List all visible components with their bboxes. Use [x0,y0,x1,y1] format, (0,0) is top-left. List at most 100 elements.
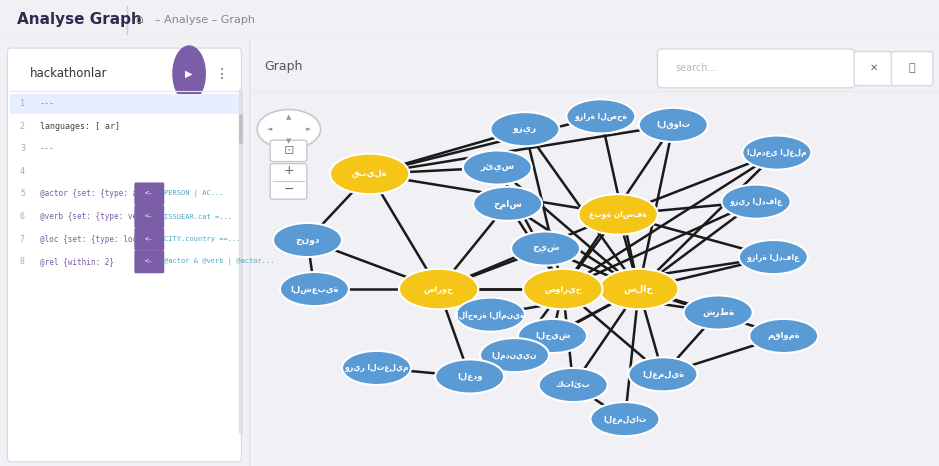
Ellipse shape [684,295,753,329]
Text: صاروخ: صاروخ [423,285,454,294]
Ellipse shape [578,194,657,235]
Text: العملية: العملية [642,370,684,379]
Text: <-: <- [145,236,154,242]
Text: – Analyse – Graph: – Analyse – Graph [155,15,254,25]
Ellipse shape [591,402,659,436]
Ellipse shape [739,240,808,274]
Ellipse shape [435,359,504,393]
Text: ▶: ▶ [185,69,192,79]
Text: ---: --- [39,99,54,108]
Ellipse shape [480,338,549,372]
Text: ISSUEAR.cat =...: ISSUEAR.cat =... [164,213,232,219]
Text: ⌂: ⌂ [135,14,143,26]
Text: Graph: Graph [264,60,302,73]
Text: صواريخ: صواريخ [544,285,581,294]
Ellipse shape [599,269,679,309]
Text: العدو: العدو [457,372,483,381]
Ellipse shape [539,368,608,402]
Text: ▼: ▼ [286,138,291,144]
Text: <-: <- [145,259,154,265]
Text: وزير التعليم: وزير التعليم [345,363,408,372]
Text: 6: 6 [20,212,25,221]
Text: ▲: ▲ [286,114,291,120]
Ellipse shape [721,185,791,219]
Text: سلاح: سلاح [623,284,654,294]
FancyBboxPatch shape [8,48,241,462]
Text: وزارة الصحة: وزارة الصحة [575,112,627,121]
Text: @actor & @verb | @actor...: @actor & @verb | @actor... [164,258,275,265]
Text: قبيلة: قبيلة [352,170,388,178]
Text: 7: 7 [20,235,25,244]
Ellipse shape [566,99,636,133]
FancyBboxPatch shape [134,228,164,251]
Circle shape [257,110,320,149]
FancyBboxPatch shape [134,205,164,228]
FancyBboxPatch shape [270,140,307,162]
Text: languages: [ ar]: languages: [ ar] [39,122,120,130]
Ellipse shape [399,269,478,309]
Text: hackathonlar: hackathonlar [30,67,107,80]
FancyBboxPatch shape [854,52,893,86]
FancyBboxPatch shape [134,250,164,273]
Circle shape [173,46,206,102]
Text: ⊡: ⊡ [284,144,294,158]
Text: ◄: ◄ [267,126,272,132]
Text: −: − [284,183,294,196]
Text: حماس: حماس [493,199,522,209]
Ellipse shape [639,108,708,142]
Text: PERSON | AC...: PERSON | AC... [164,191,223,198]
Text: وزارة الدفاع: وزارة الدفاع [747,253,800,261]
Ellipse shape [473,187,542,221]
Text: 2: 2 [20,122,25,130]
Text: Analyse Graph: Analyse Graph [17,12,142,27]
Text: عبوة ناسفة: عبوة ناسفة [589,210,647,219]
FancyBboxPatch shape [10,94,239,114]
Text: شرطة: شرطة [702,308,734,317]
Ellipse shape [749,319,818,353]
Text: @rel {within: 2}: @rel {within: 2} [39,257,114,266]
Ellipse shape [342,351,411,385]
Text: ✕: ✕ [870,63,878,73]
Text: القوات: القوات [656,120,690,130]
Ellipse shape [463,151,531,185]
Text: مقاومة: مقاومة [767,331,800,341]
Ellipse shape [511,232,580,266]
Text: <-: <- [145,191,154,197]
Ellipse shape [280,272,349,306]
Text: @loc {set: {type: loc}}: @loc {set: {type: loc}} [39,235,146,244]
FancyBboxPatch shape [134,183,164,206]
Text: 3: 3 [20,144,25,153]
Text: search...: search... [675,63,716,73]
Ellipse shape [273,223,342,257]
Text: 8: 8 [20,257,25,266]
Ellipse shape [330,154,409,194]
Text: ---: --- [39,144,54,153]
Text: المدعي العلم: المدعي العلم [747,148,807,157]
Text: <-: <- [145,213,154,219]
Text: @verb {set: {type: verb}}: @verb {set: {type: verb}} [39,212,156,221]
Text: +: + [284,164,294,177]
Ellipse shape [628,357,698,391]
Ellipse shape [523,269,603,309]
Text: رئيس: رئيس [480,163,515,172]
Text: CITY.country ==...: CITY.country ==... [164,236,240,242]
Text: @actor {set: {type: actor}}: @actor {set: {type: actor}} [39,190,164,199]
Text: الشعبية: الشعبية [290,285,339,294]
Text: ⋮: ⋮ [214,67,228,81]
FancyBboxPatch shape [657,49,854,88]
Text: 5: 5 [20,190,25,199]
Text: جيش: جيش [531,244,560,253]
Text: ⤢: ⤢ [909,63,916,73]
FancyBboxPatch shape [270,164,307,199]
Text: المدنيين: المدنيين [492,350,537,360]
Ellipse shape [490,112,560,146]
Text: جنود: جنود [295,235,320,245]
Text: كتائب: كتائب [556,380,591,390]
Ellipse shape [518,319,587,353]
Ellipse shape [456,298,525,332]
Text: 4: 4 [20,167,25,176]
FancyBboxPatch shape [891,52,932,86]
Text: وزير: وزير [513,124,537,134]
Text: الجيش: الجيش [535,331,570,341]
Ellipse shape [743,136,811,170]
